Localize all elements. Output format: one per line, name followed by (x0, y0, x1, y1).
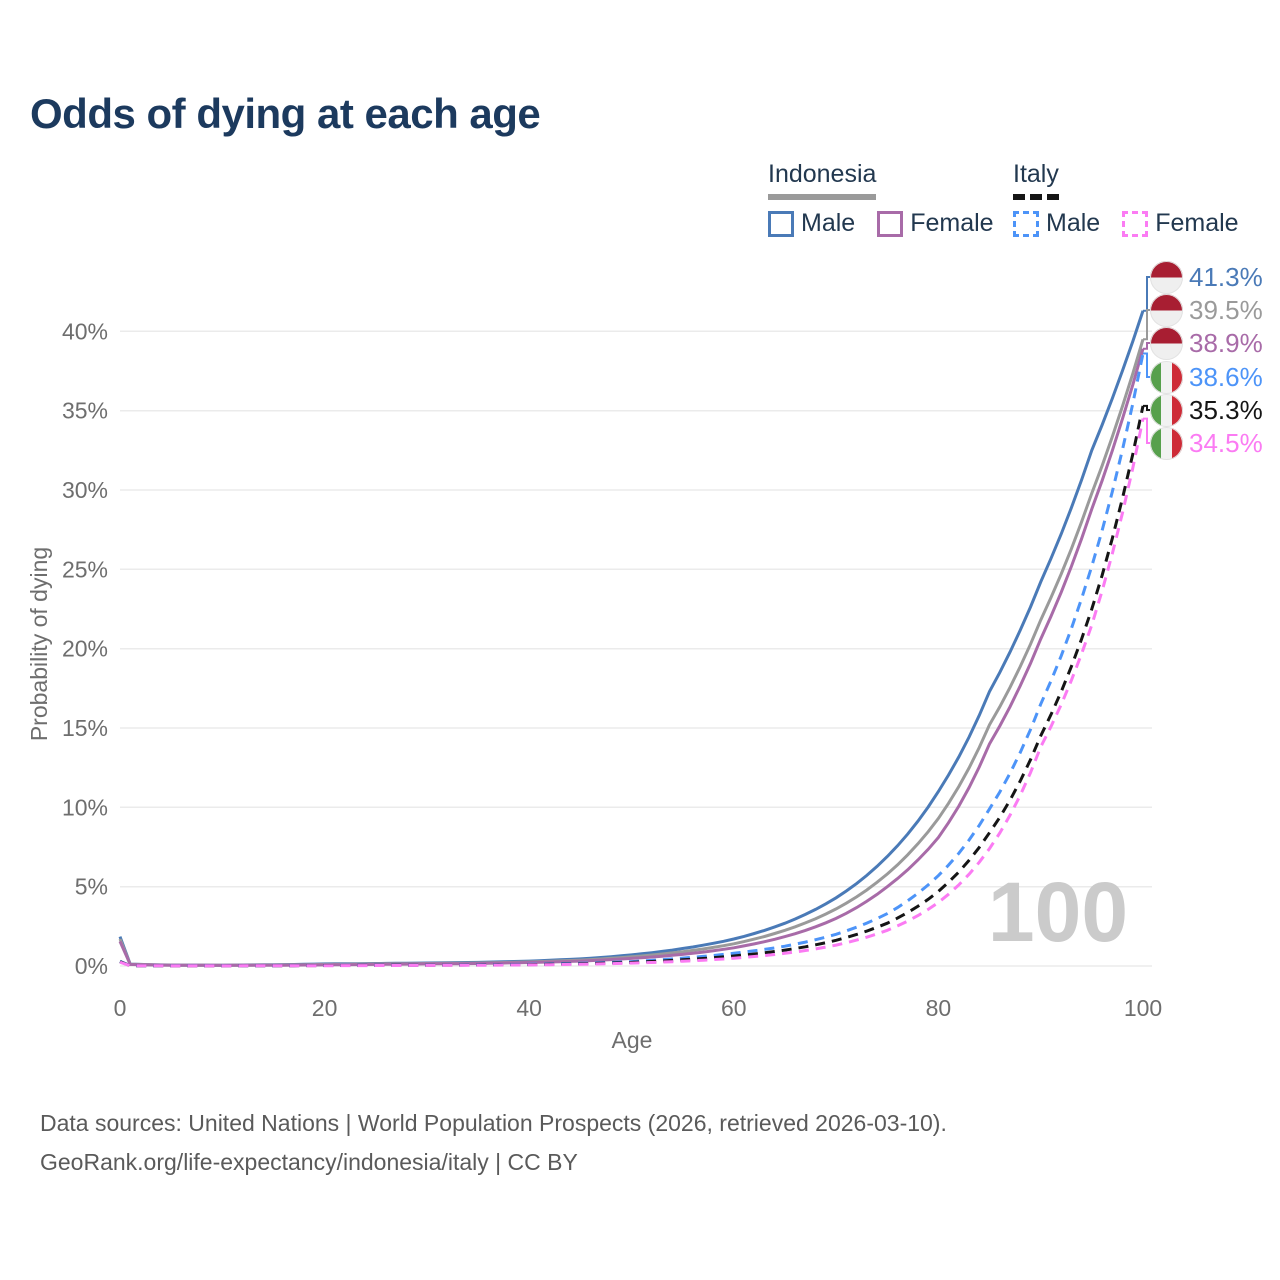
connector-italy-female (1143, 417, 1151, 444)
x-tick-label: 100 (1124, 995, 1162, 1021)
attribution-line: GeoRank.org/life-expectancy/indonesia/it… (40, 1149, 578, 1175)
legend-group-indonesia: Indonesia Male Female (768, 160, 994, 238)
legend-group-italy: Italy Male Female (1013, 160, 1239, 238)
end-value: 39.5% (1189, 294, 1263, 325)
y-tick-label: 15% (62, 715, 108, 741)
connector-indonesia-female (1143, 342, 1151, 350)
end-value: 41.3% (1189, 261, 1263, 292)
italy-flag-icon (1150, 393, 1183, 427)
legend-item-indonesia-male[interactable]: Male (768, 209, 855, 238)
curve-italy-female (119, 418, 1145, 968)
indonesia-flag-icon (1150, 260, 1183, 294)
end-value: 38.9% (1189, 327, 1263, 358)
legend-title-indonesia: Indonesia (768, 160, 877, 200)
legend-label: Female (1155, 209, 1239, 237)
gridlines (120, 330, 1152, 967)
italy-female-swatch-icon (1122, 210, 1149, 237)
indonesia-flag-icon (1150, 293, 1183, 327)
x-axis-title: Age (612, 1027, 653, 1053)
connector-italy-both (1143, 404, 1151, 411)
italy-male-swatch-icon (1013, 210, 1039, 237)
data-source-line: Data sources: United Nations | World Pop… (40, 1110, 947, 1136)
legend-label: Male (801, 209, 856, 237)
y-tick-label: 40% (62, 318, 108, 344)
end-label-indonesia-male: 41.3% (1150, 260, 1263, 294)
y-tick-label: 25% (62, 556, 108, 582)
y-tick-label: 10% (62, 794, 108, 820)
end-value: 35.3% (1189, 394, 1263, 425)
end-label-italy-male: 38.6% (1150, 360, 1263, 394)
end-value: 38.6% (1189, 361, 1263, 392)
end-label-italy-female: 34.5% (1150, 426, 1263, 460)
end-label-italy-both: 35.3% (1150, 393, 1263, 427)
label-connectors (1143, 276, 1151, 444)
legend-item-indonesia-female[interactable]: Female (877, 209, 994, 238)
y-tick-label: 35% (62, 398, 108, 424)
connector-indonesia-male (1143, 276, 1151, 312)
indonesia-male-swatch-icon (768, 210, 794, 237)
y-tick-label: 20% (62, 636, 108, 662)
indonesia-flag-icon (1150, 326, 1183, 360)
x-tick-label: 0 (114, 995, 127, 1021)
y-axis-title: Probability of dying (26, 547, 52, 741)
page-title: Odds of dying at each age (30, 90, 541, 137)
legend-item-italy-male[interactable]: Male (1013, 209, 1100, 238)
connector-italy-male (1143, 352, 1151, 378)
age-watermark: 100 (988, 865, 1128, 959)
end-label-indonesia-female: 38.9% (1150, 326, 1263, 360)
axis-ticks: 0% 5% 10% 15% 20% 25% 30% 35% 40% 0 20 40 60 80 100 (62, 318, 1162, 1021)
end-value: 34.5% (1189, 427, 1263, 458)
x-tick-label: 60 (721, 995, 747, 1021)
y-tick-label: 0% (75, 953, 108, 979)
connector-indonesia-both (1143, 309, 1151, 341)
series-curves (118, 310, 1145, 968)
x-tick-label: 80 (926, 995, 952, 1021)
x-tick-label: 20 (312, 995, 338, 1021)
indonesia-female-swatch-icon (877, 210, 904, 237)
legend-item-italy-female[interactable]: Female (1122, 209, 1239, 238)
end-label-indonesia-both: 39.5% (1150, 293, 1263, 327)
legend-label: Male (1046, 209, 1101, 237)
y-tick-label: 5% (75, 874, 108, 900)
legend-label: Female (910, 209, 994, 237)
y-tick-label: 30% (62, 477, 108, 503)
legend-title-italy: Italy (1013, 160, 1059, 200)
italy-flag-icon (1150, 426, 1183, 460)
italy-flag-icon (1150, 360, 1183, 394)
x-tick-label: 40 (516, 995, 542, 1021)
